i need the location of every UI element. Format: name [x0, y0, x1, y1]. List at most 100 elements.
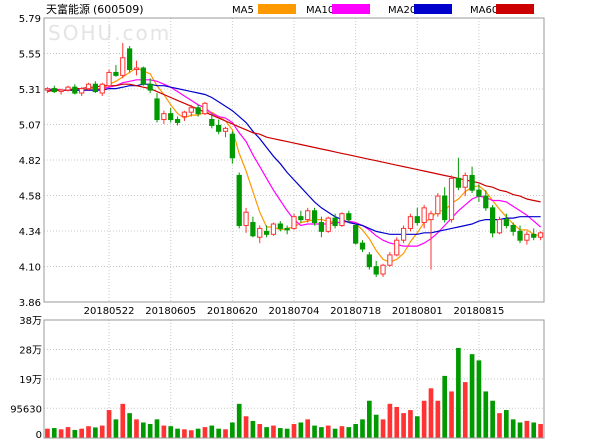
candle-body — [496, 219, 503, 234]
candle-body — [490, 207, 496, 234]
candle-body — [366, 254, 372, 268]
volume-bar — [51, 428, 57, 438]
volume-tick-label: 38万 — [19, 316, 42, 327]
candle-body — [476, 189, 482, 197]
legend-swatch-ma5 — [258, 4, 296, 14]
legend-label-ma10: MA10 — [306, 5, 334, 16]
volume-bar — [284, 428, 290, 438]
volume-bar — [120, 403, 126, 438]
price-panel-frame — [43, 17, 545, 303]
date-tick-label: 20180620 — [207, 306, 258, 317]
candle-body — [216, 124, 222, 132]
volume-bar — [462, 382, 468, 438]
candle-body — [257, 227, 263, 238]
candle-body — [380, 264, 386, 275]
volume-bar — [216, 428, 221, 438]
volume-bar — [346, 427, 352, 438]
candle-body — [263, 230, 270, 235]
legend-swatch-ma60 — [496, 4, 534, 14]
volume-bar — [469, 354, 475, 438]
volume-bar — [524, 420, 530, 438]
ma-line-ma20 — [47, 83, 541, 235]
volume-bar — [93, 427, 98, 438]
candle-body — [298, 216, 304, 221]
volume-bar — [531, 422, 537, 438]
price-tick-label: 5.79 — [19, 14, 41, 25]
volume-panel-frame — [43, 319, 545, 439]
candle-body — [113, 71, 119, 76]
candle-body — [353, 224, 359, 244]
volume-bar — [257, 424, 263, 438]
candle-body — [188, 107, 194, 113]
candle-body — [325, 217, 331, 232]
candle-body — [58, 89, 64, 93]
candle-body — [387, 254, 393, 266]
candle-body — [229, 133, 235, 159]
candle-body — [181, 111, 188, 118]
candle-body — [421, 207, 427, 224]
volume-axis: 38万 28万 19万 95630 0 — [10, 316, 42, 440]
watermark: SOHU.com — [48, 21, 171, 45]
volume-bar — [202, 427, 208, 438]
volume-bar — [243, 416, 249, 438]
date-axis: 20180522 20180605 20180620 20180704 20180718… — [84, 306, 505, 317]
candle-body — [250, 222, 256, 237]
candle-body — [99, 83, 105, 94]
candle-body — [373, 266, 379, 275]
candle-body — [202, 102, 208, 115]
volume-tick-label: 19万 — [19, 375, 42, 386]
volume-bar — [134, 419, 139, 438]
legend-label-ma5: MA5 — [232, 5, 254, 16]
volume-bar — [209, 425, 215, 438]
volume-bar — [456, 347, 461, 438]
volume-bar — [271, 425, 276, 438]
volume-bar — [414, 416, 420, 438]
price-tick-label: 5.07 — [19, 121, 41, 132]
volume-bar — [428, 388, 434, 438]
volume-bar — [127, 413, 132, 438]
date-tick-label: 20180815 — [453, 306, 504, 317]
volume-bar — [168, 426, 174, 438]
volume-bar — [387, 403, 393, 438]
candle-body — [72, 86, 78, 94]
volume-bar — [332, 428, 338, 438]
volume-bar — [161, 425, 167, 438]
price-tick-label: 3.86 — [19, 298, 41, 309]
volume-bar — [421, 400, 427, 438]
candle-body — [311, 210, 318, 224]
price-axis: 5.79 5.55 5.31 5.07 4.82 4.58 4.34 4.10 3.86 — [19, 14, 41, 309]
volume-bar — [65, 427, 71, 438]
candle-body — [126, 48, 133, 71]
candle-body — [537, 232, 544, 238]
candle-body — [284, 227, 290, 231]
price-tick-label: 5.31 — [19, 85, 41, 96]
volume-bar — [367, 400, 372, 438]
volume-bar — [58, 429, 64, 438]
volume-tick-label: 28万 — [19, 346, 42, 357]
volume-bar — [305, 419, 311, 438]
volume-tick-label: 95630 — [10, 404, 42, 415]
candle-body — [400, 227, 407, 241]
candle-body — [161, 113, 167, 121]
candle-body — [65, 86, 71, 91]
volume-tick-label: 0 — [36, 430, 42, 440]
volume-bar — [182, 429, 187, 438]
candle-body — [359, 242, 366, 250]
candle-body — [92, 83, 98, 93]
volume-bar — [353, 424, 358, 438]
date-tick-label: 20180605 — [145, 306, 196, 317]
price-tick-label: 4.58 — [19, 192, 41, 203]
legend: MA5 MA10 MA20 MA60 — [232, 4, 534, 16]
volume-bar — [408, 410, 413, 438]
candle-body — [414, 216, 420, 224]
volume-bars — [45, 347, 543, 438]
volume-bar — [490, 400, 495, 438]
candle-body — [503, 219, 509, 226]
candle-body — [524, 233, 530, 241]
candle-body — [448, 177, 455, 221]
volume-bar — [86, 426, 91, 438]
candle-body — [147, 83, 153, 91]
candlesticks — [44, 43, 544, 277]
candle-body — [277, 223, 283, 229]
volume-bar — [195, 428, 201, 438]
